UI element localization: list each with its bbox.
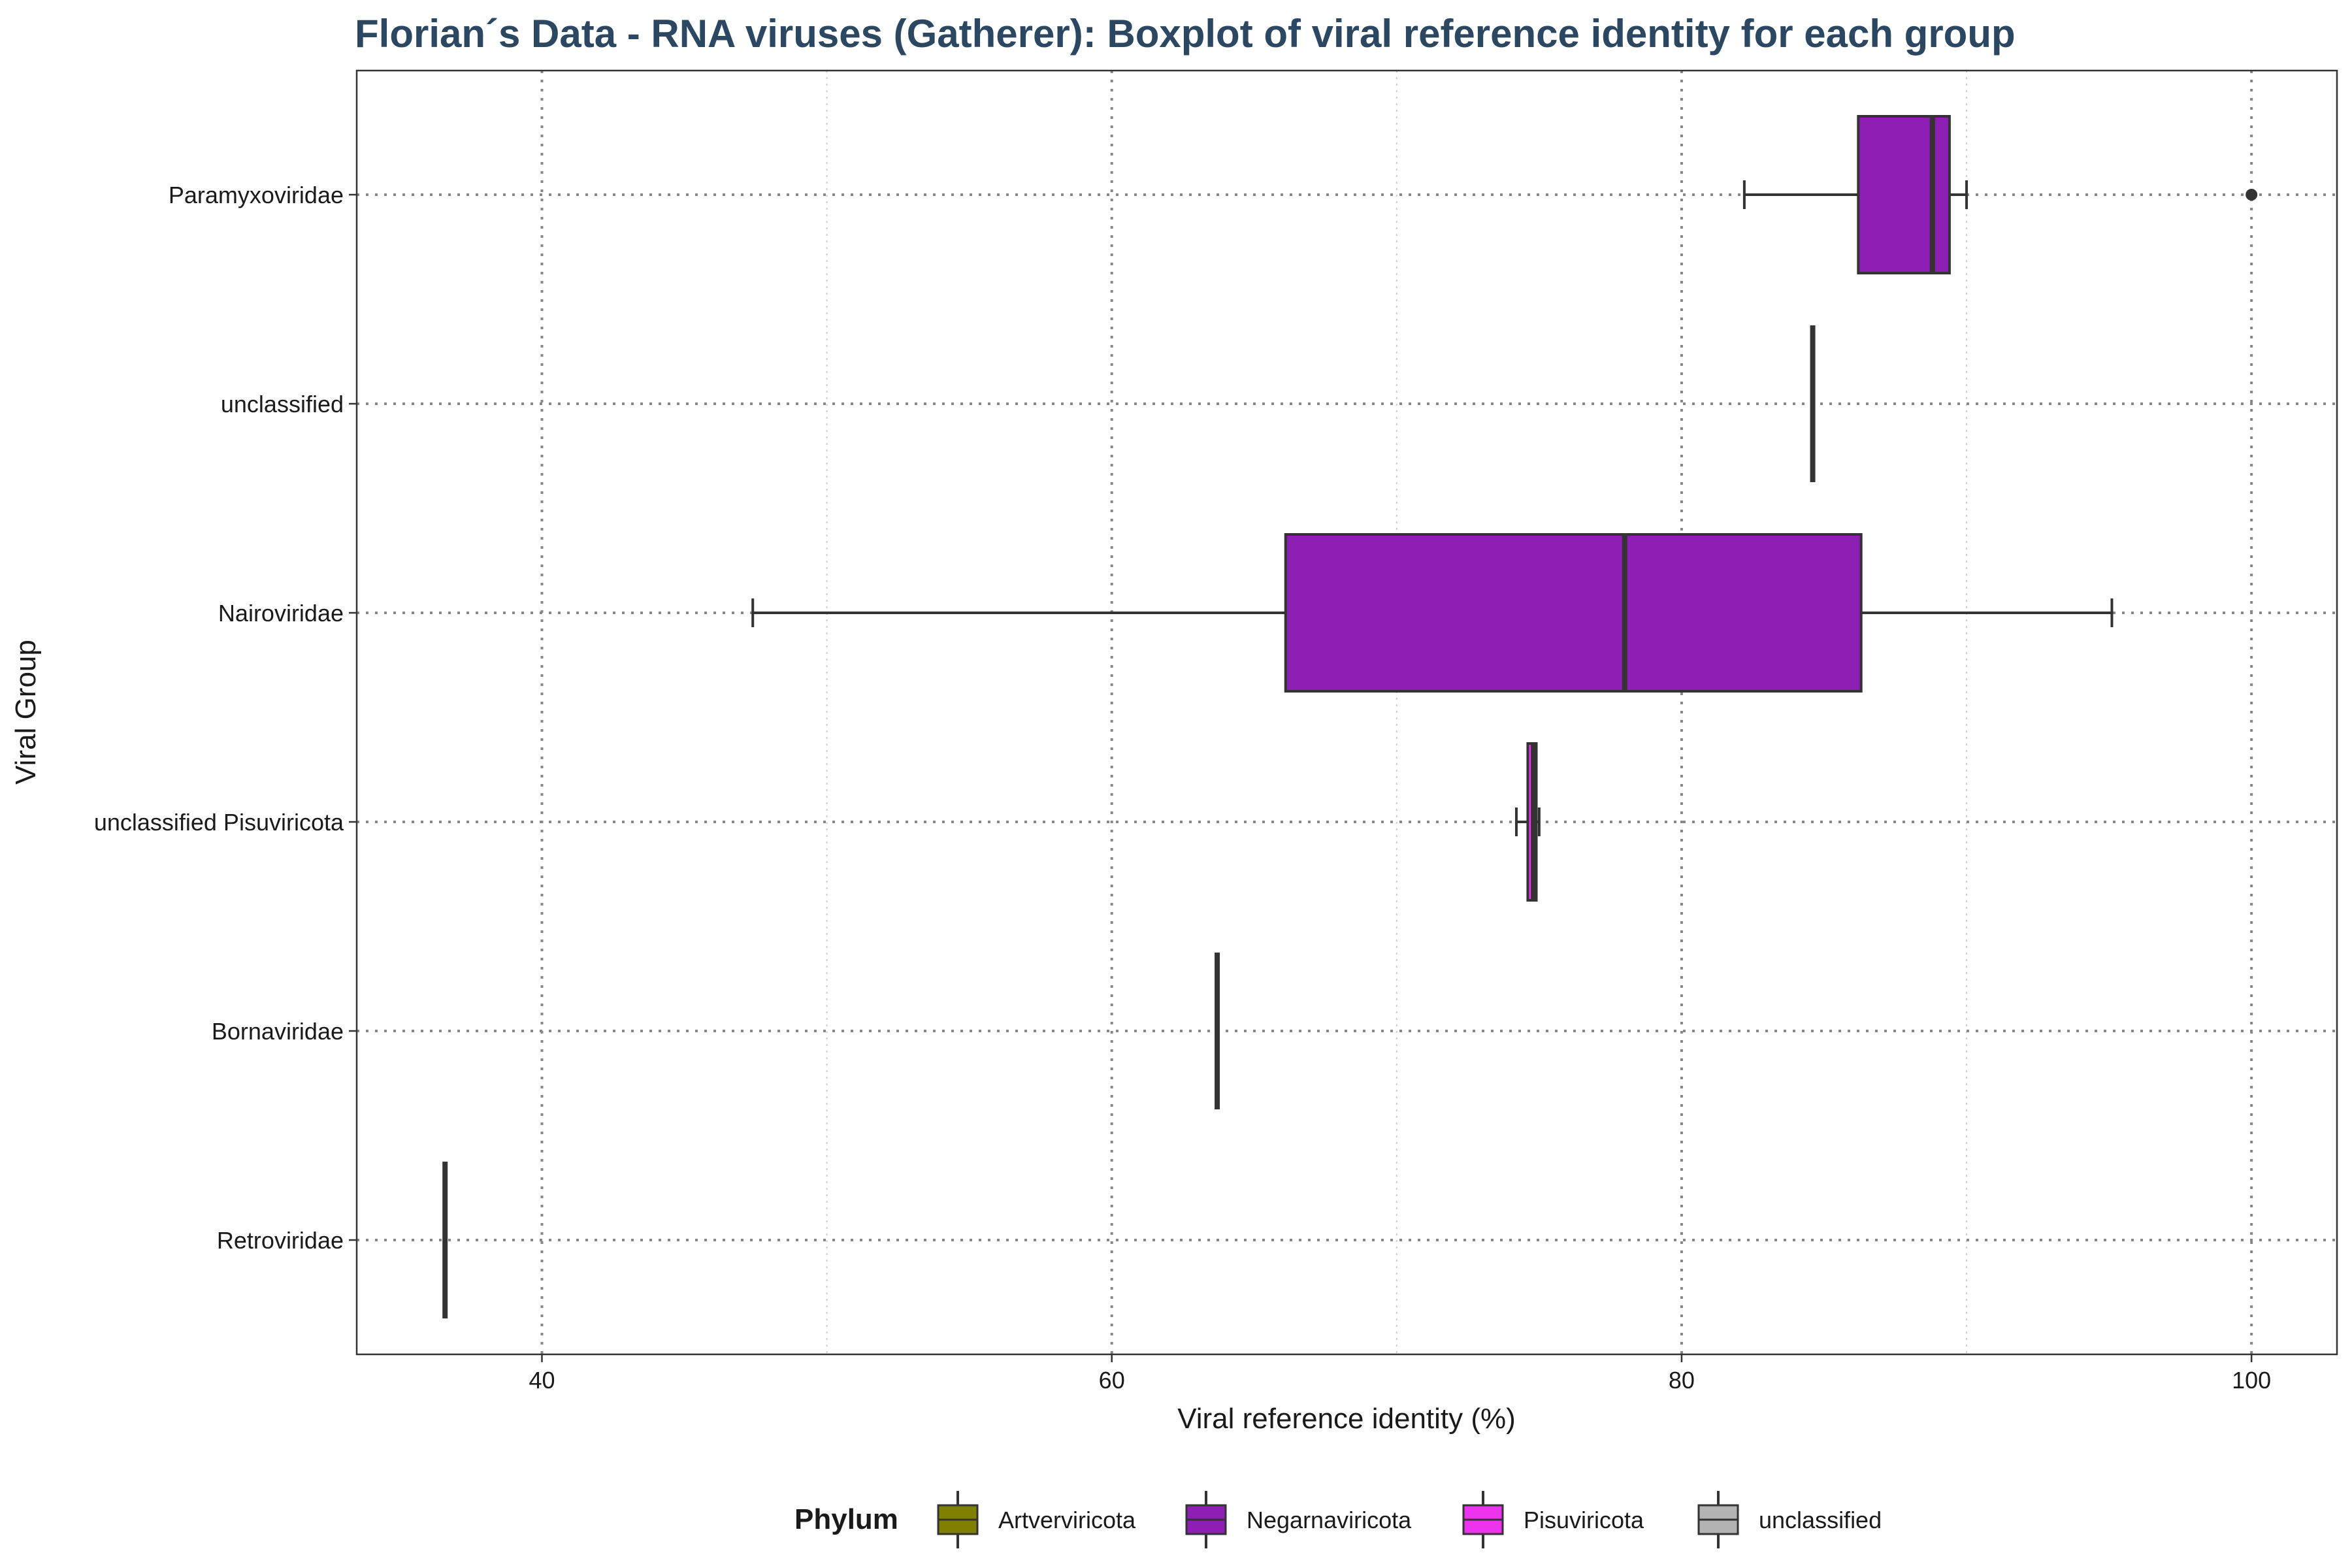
y-tick-label: unclassified xyxy=(221,391,344,417)
legend-label: unclassified xyxy=(1759,1507,1882,1533)
box-paramyxoviridae xyxy=(1742,115,2258,274)
x-tick-label: 40 xyxy=(529,1367,555,1394)
legend-item-negarnaviricota: Negarnaviricota xyxy=(1185,1491,1412,1548)
plot-panel xyxy=(355,69,2338,1356)
box-unclassified-pisuviricota xyxy=(1514,742,1541,902)
x-tick-label: 60 xyxy=(1099,1367,1125,1394)
legend-label: Pisuviricota xyxy=(1524,1507,1644,1533)
x-axis-ticks: 40 60 80 100 xyxy=(529,1354,2271,1394)
outlier-point xyxy=(2246,189,2258,201)
y-axis-title: Viral Group xyxy=(10,640,42,785)
legend-label: Artverviricota xyxy=(998,1507,1136,1533)
legend-title: Phylum xyxy=(794,1503,898,1535)
legend-label: Negarnaviricota xyxy=(1247,1507,1412,1533)
boxes xyxy=(442,115,2258,1318)
box-nairoviridae xyxy=(751,533,2114,693)
grid-lines xyxy=(357,71,2337,1354)
legend: Phylum Artverviricota Negarnaviricota Pisu… xyxy=(794,1491,1882,1548)
y-tick-label: Nairoviridae xyxy=(218,600,344,627)
legend-item-unclassified: unclassified xyxy=(1697,1491,1882,1548)
box-iqr xyxy=(1284,533,1863,693)
y-tick-label: Bornaviridae xyxy=(212,1018,344,1045)
box-iqr xyxy=(1857,115,1951,274)
y-tick-label: Paramyxoviridae xyxy=(169,182,344,208)
chart-title: Florian´s Data - RNA viruses (Gatherer):… xyxy=(355,12,2016,56)
legend-item-pisuviricota: Pisuviricota xyxy=(1462,1491,1644,1548)
x-tick-label: 100 xyxy=(2232,1367,2271,1394)
x-axis-title: Viral reference identity (%) xyxy=(1177,1403,1516,1435)
x-tick-label: 80 xyxy=(1669,1367,1695,1394)
y-tick-label: Retroviridae xyxy=(217,1227,344,1254)
y-tick-label: unclassified Pisuviricota xyxy=(94,809,344,836)
legend-item-artverviricota: Artverviricota xyxy=(937,1491,1136,1548)
y-axis-ticks: Paramyxoviridae unclassified Nairoviridae u… xyxy=(94,182,357,1254)
